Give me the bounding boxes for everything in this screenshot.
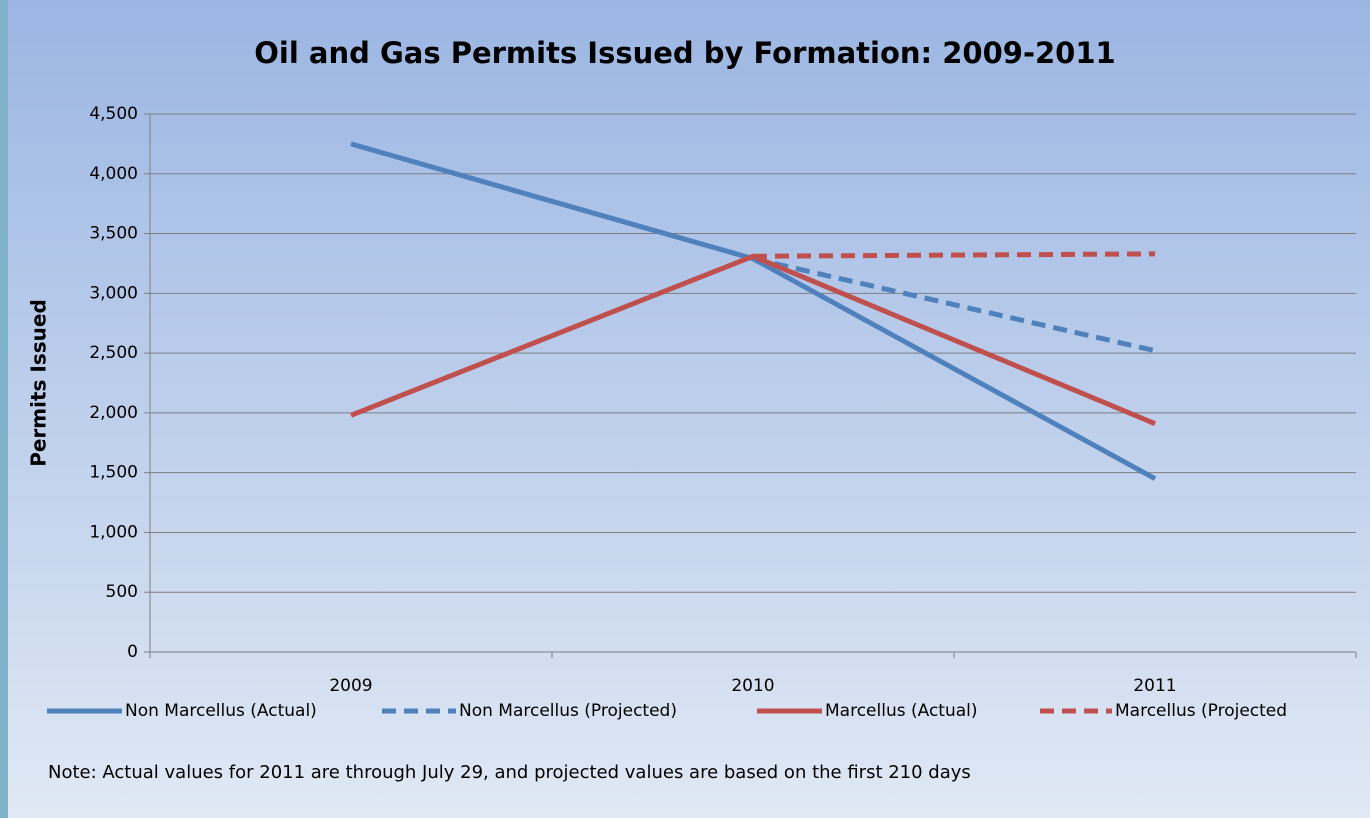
- y-tick-label: 1,500: [89, 463, 138, 483]
- note: Note: Actual values for 2011 are through…: [48, 762, 971, 783]
- x-tick-label: 2011: [1133, 676, 1176, 696]
- y-tick-label: 500: [106, 582, 138, 602]
- x-tick-label: 2009: [329, 676, 372, 696]
- series-line: [752, 251, 1156, 259]
- y-tick-label: 4,500: [89, 104, 138, 124]
- x-tick-label: 2010: [731, 676, 774, 696]
- background: [8, 0, 1370, 818]
- y-tick-label: 2,500: [89, 343, 138, 363]
- chart-title: Oil and Gas Permits Issued by Formation:…: [254, 36, 1115, 70]
- legend-label: Marcellus (Actual): [825, 701, 978, 721]
- y-tick-label: 1,000: [89, 522, 138, 542]
- legend-label: Marcellus (Projected: [1115, 701, 1287, 721]
- y-tick-label: 0: [127, 642, 138, 662]
- y-axis-label: Permits Issued: [27, 299, 51, 467]
- y-tick-label: 3,500: [89, 224, 138, 244]
- y-tick-label: 2,000: [89, 403, 138, 423]
- series-line: [752, 256, 1156, 354]
- legend-label: Non Marcellus (Projected): [459, 701, 677, 721]
- y-tick-label: 3,000: [89, 283, 138, 303]
- y-tick-label: 4,000: [89, 164, 138, 184]
- legend-label: Non Marcellus (Actual): [125, 701, 317, 721]
